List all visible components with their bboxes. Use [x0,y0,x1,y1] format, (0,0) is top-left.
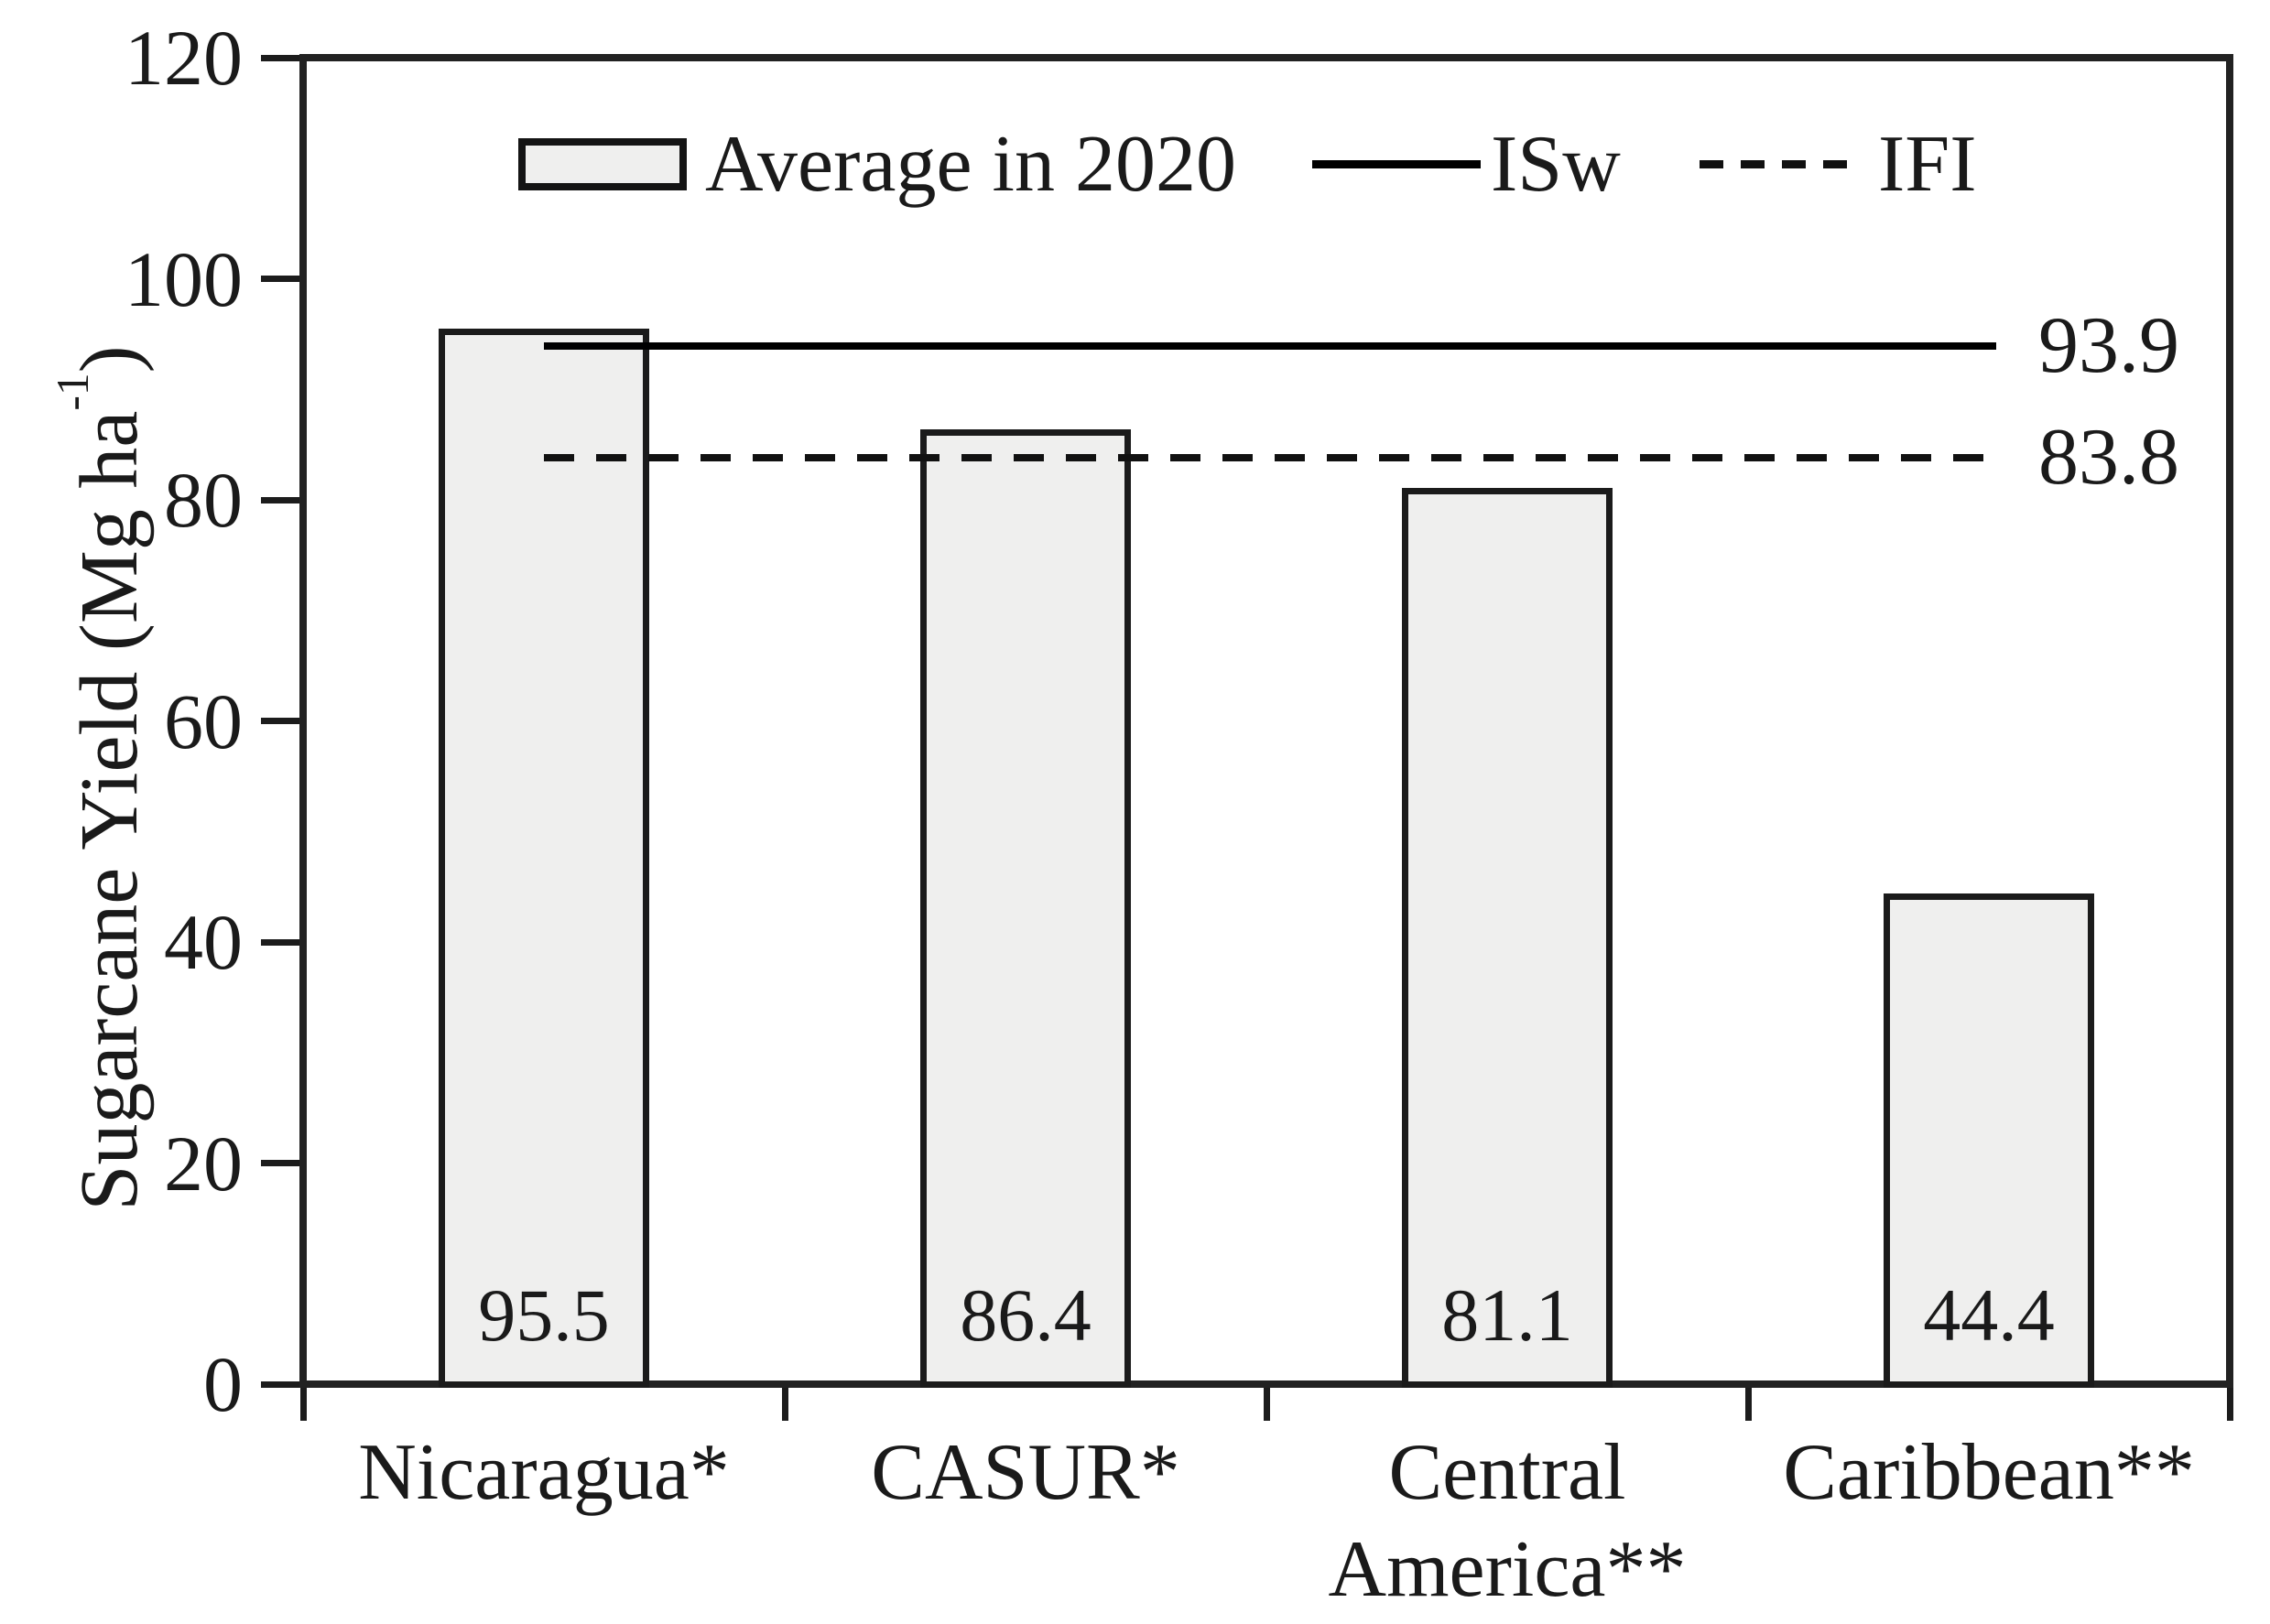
legend-label-isw: ISw [1491,120,1621,209]
x-tick [1263,1388,1270,1421]
y-tick [261,54,299,61]
bar-nicaragua- [439,328,649,1388]
x-category-label: Central America** [1328,1428,1687,1614]
x-tick [1744,1388,1752,1421]
y-tick [261,718,299,724]
x-tick [299,1388,307,1421]
y-tick [261,938,299,946]
bar-caribbean- [1884,893,2094,1388]
legend-label-ifi: IFI [1878,120,1977,209]
reference-line-isw [544,342,1996,351]
y-tick [261,276,299,282]
bar-value-label: 86.4 [960,1273,1092,1357]
legend-solid-line-swatch [1312,160,1481,168]
reference-line-ifi [544,454,1996,462]
y-tick-label: 0 [203,1340,243,1428]
reference-line-value-ifi: 83.8 [2038,413,2179,503]
y-tick-label: 60 [164,677,243,765]
x-category-label: CASUR* [871,1428,1180,1517]
y-tick-label: 100 [125,234,243,323]
x-category-label: Nicaragua* [358,1428,730,1517]
y-axis-title-exponent: -1 [48,373,98,411]
legend-label-average-in-2020: Average in 2020 [705,120,1236,209]
y-tick-label: 40 [164,898,243,986]
legend-dashed-line-swatch [1700,160,1859,168]
y-axis-title-close: ) [63,345,155,374]
x-tick [2226,1388,2233,1421]
bar-value-label: 95.5 [478,1273,610,1357]
y-tick-label: 20 [164,1119,243,1207]
y-tick-label: 120 [125,14,243,102]
y-tick-label: 80 [164,456,243,544]
legend-bar-swatch [518,138,687,190]
x-tick [781,1388,788,1421]
bar-casur- [920,428,1131,1388]
y-tick [261,1160,299,1166]
reference-line-value-isw: 93.9 [2038,301,2179,391]
bar-value-label: 44.4 [1923,1273,2055,1357]
y-tick [261,496,299,503]
bar-central-america- [1402,487,1613,1388]
x-category-label: Caribbean** [1783,1428,2195,1517]
y-tick [261,1380,299,1388]
bar-value-label: 81.1 [1441,1273,1573,1357]
